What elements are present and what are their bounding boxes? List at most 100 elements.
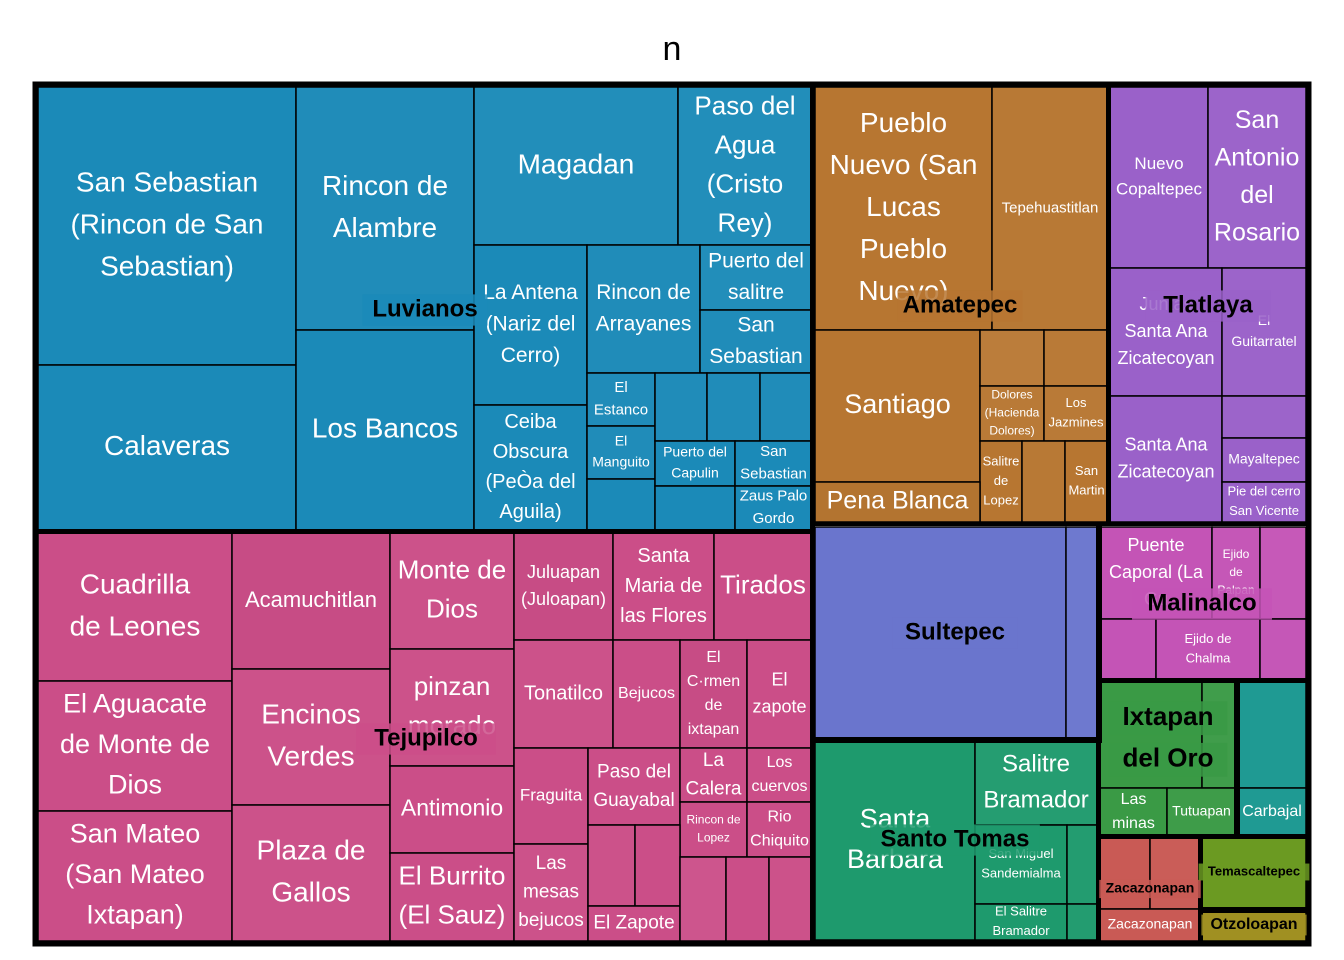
group-label: Temascaltepec (1208, 863, 1300, 878)
tile-label: El (614, 379, 627, 396)
tile (473, 86, 679, 246)
tile-label: San (1075, 463, 1098, 478)
tile (979, 440, 1023, 523)
tile-label: Dolores) (989, 424, 1034, 438)
tile (734, 440, 813, 487)
tile (1109, 395, 1223, 523)
tile-label: Rosario (1214, 218, 1300, 246)
tile (37, 810, 233, 942)
tile (746, 639, 813, 749)
tile-label: Dios (426, 593, 478, 623)
tile-label: Sandemialma (981, 866, 1061, 881)
tile-label: Guitarratel (1231, 333, 1296, 349)
tile (1065, 526, 1099, 740)
tile-label: Tepehuastitlan (1002, 199, 1099, 216)
tile-label: Arrayanes (596, 312, 692, 335)
tile-label: Rey) (718, 207, 773, 237)
plot-border (32, 81, 1312, 947)
tile-label: Puente (1127, 535, 1184, 555)
tile-label: Juluapan (527, 562, 600, 582)
tile-label: pinzan (414, 671, 491, 701)
tile (1149, 837, 1201, 910)
group-label: Malinalco (1147, 589, 1256, 616)
tile-label: Puerto del (663, 444, 727, 460)
tile-label: ixtapan (688, 721, 740, 738)
tile (513, 532, 614, 641)
tile-label: Pueblo (860, 233, 947, 264)
tile-label: Ejido (1223, 547, 1250, 561)
tile (586, 244, 701, 374)
chart-title: n (662, 30, 682, 68)
tile (1207, 86, 1307, 269)
tile-label: de (705, 697, 723, 714)
tile-label: Santa Ana (1124, 434, 1208, 454)
group-label: Tejupilco (374, 724, 478, 751)
tile-label: las Flores (620, 605, 707, 627)
tile-label: C·rmen (687, 673, 740, 690)
tile (679, 801, 748, 858)
tile-label: Las (536, 853, 567, 874)
tile-label: Dolores (991, 388, 1032, 402)
tile-label: Lopez (697, 831, 730, 845)
group-label: Sultepec (905, 618, 1005, 645)
tile (814, 329, 981, 483)
tile (1066, 903, 1098, 941)
tile-label: Nuevo (San (830, 149, 978, 180)
tile (586, 425, 656, 480)
tile-label: Mayaltepec (1228, 451, 1300, 467)
group-label-bg (1132, 588, 1272, 620)
tile-label: mesas (523, 882, 579, 903)
tile-label: Aguila) (499, 501, 561, 523)
tile-label: Jazmines (1049, 415, 1104, 430)
tile-label: Los (767, 754, 793, 771)
group-label-bg (1099, 879, 1201, 899)
tile-label: Obscura (493, 441, 569, 463)
tile (37, 532, 233, 682)
tile-label: Tonatilco (524, 682, 603, 704)
tile (389, 532, 515, 650)
tile (587, 747, 681, 826)
tile-label: (El Sauz) (399, 899, 506, 929)
tile-label: San Vicente (1229, 503, 1299, 518)
tile-label: minas (1112, 815, 1155, 832)
group-label-bg (870, 824, 1040, 856)
tile-label: Rio (767, 809, 791, 826)
tile-label: La Antena (483, 281, 578, 304)
group-label: Otzoloapan (1210, 916, 1297, 933)
tile-label: Los (1066, 395, 1087, 410)
tile-label: El Zapote (593, 913, 674, 934)
group-label-bg (362, 294, 488, 326)
tile (1099, 618, 1157, 681)
tile-label: Zicatecoyan (1117, 348, 1214, 368)
tile-label: de Monte de (60, 729, 210, 759)
tile-label: (Nariz del (486, 313, 576, 336)
tile (768, 856, 813, 942)
tile-label: Fraguita (520, 785, 583, 804)
group-label: Santo Tomas (881, 825, 1030, 852)
tile (814, 86, 993, 331)
tile-label: Verdes (267, 740, 354, 771)
tile-label: Cerro) (501, 344, 561, 367)
tile (586, 478, 656, 531)
tile-label: Alambre (333, 212, 437, 243)
tile-label: Nuevo (1134, 154, 1183, 173)
tile-label: Rincon de (322, 170, 448, 201)
tile-label: Santa Ana (1124, 321, 1208, 341)
tile (1221, 267, 1307, 397)
tile-label: Ejido de (1185, 631, 1232, 646)
tile-label: Las (1121, 791, 1147, 808)
tile-label: El (615, 433, 627, 449)
tile (295, 86, 475, 331)
tile-label: (Hacienda (985, 406, 1040, 420)
tile-label: Monte de (398, 554, 506, 584)
tile (979, 385, 1045, 442)
tile (231, 804, 391, 942)
tile-label: Copaltepec (1116, 180, 1203, 199)
tile (699, 309, 813, 374)
tile-label: Plaza de (257, 834, 366, 865)
tile (679, 747, 748, 803)
group-label-bg (356, 723, 496, 755)
tile-label: zapote (752, 696, 806, 716)
tile-label: Lucas (866, 191, 941, 222)
